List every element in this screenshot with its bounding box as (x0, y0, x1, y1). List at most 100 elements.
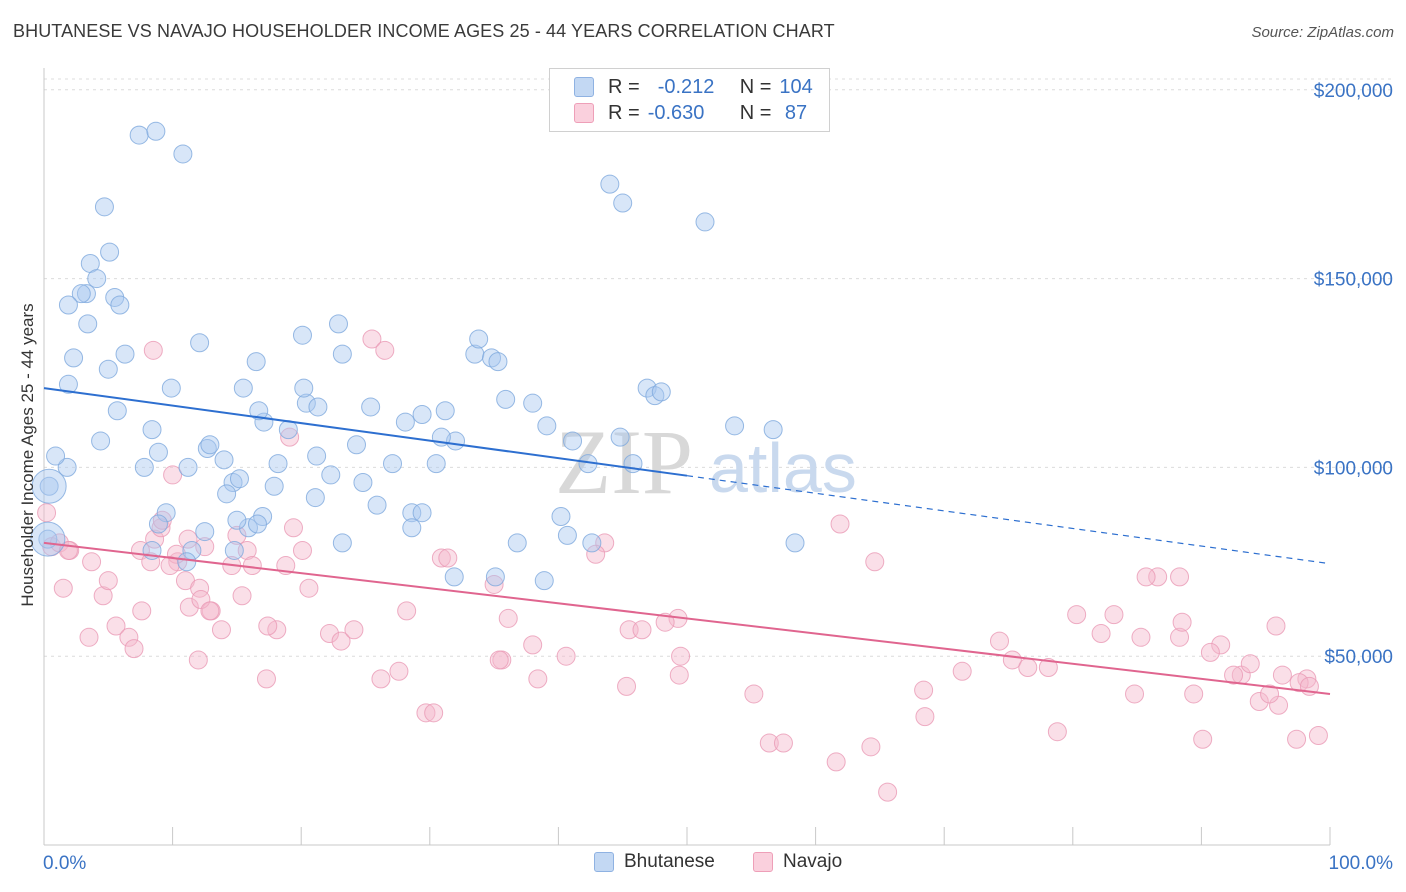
navajo-point (1136, 567, 1156, 587)
bhutanese-point (523, 393, 543, 413)
navajo-point (53, 578, 73, 598)
legend-row-navajo: R = -0.630 N = 87 (574, 101, 807, 125)
bottom-legend-label-navajo: Navajo (783, 851, 843, 872)
bhutanese-point (161, 378, 181, 398)
legend-n-label: N = (739, 101, 772, 124)
bhutanese-point (233, 378, 253, 398)
bhutanese-point (534, 571, 554, 591)
navajo-point (671, 646, 691, 666)
bhutanese-point (229, 469, 249, 489)
bhutanese-point (763, 420, 783, 440)
navajo-point (331, 631, 351, 651)
y-axis-label: Householder Income Ages 25 - 44 years (18, 303, 37, 607)
navajo-point (151, 518, 171, 538)
bhutanese-point (142, 420, 162, 440)
x-tick-label: 100.0% (1329, 853, 1394, 874)
bhutanese-point (305, 488, 325, 508)
bhutanese-point (268, 454, 288, 474)
navajo-point (617, 676, 637, 696)
navajo-point (523, 635, 543, 655)
bhutanese-point (402, 518, 422, 538)
grid-lines (44, 78, 1395, 657)
legend-n-value: 104 (779, 75, 813, 98)
bhutanese-point (173, 144, 193, 164)
navajo-point (489, 650, 509, 670)
navajo-point (1289, 673, 1309, 693)
bhutanese-point (58, 295, 78, 315)
legend-swatch-navajo (574, 103, 594, 123)
bhutanese-point (71, 284, 91, 304)
navajo-point (1104, 605, 1124, 625)
bhutanese-point (214, 450, 234, 470)
navajo-point (1184, 684, 1204, 704)
bhutanese-point (217, 484, 237, 504)
navajo-point (211, 620, 231, 640)
navajo-point (132, 601, 152, 621)
bhutanese-point (308, 397, 328, 417)
bhutanese-point (444, 567, 464, 587)
navajo-point (188, 650, 208, 670)
navajo-point (344, 620, 364, 640)
bhutanese-point (31, 468, 67, 504)
bhutanese-point (321, 465, 341, 485)
navajo-point (82, 552, 102, 572)
bhutanese-point (195, 522, 215, 542)
navajo-point (98, 571, 118, 591)
navajo-point (498, 608, 518, 628)
correlation-legend: R = -0.212 N = 104 R = -0.630 N = 87 (549, 68, 830, 132)
bhutanese-point (148, 442, 168, 462)
navajo-point (1091, 624, 1111, 644)
navajo-point (258, 616, 278, 636)
navajo-point (1266, 616, 1286, 636)
bhutanese-point (46, 446, 66, 466)
bhutanese-point (100, 242, 120, 262)
bhutanese-point (582, 533, 602, 553)
bhutanese-point (156, 503, 176, 523)
y-tick-label: $200,000 (1314, 81, 1393, 102)
bhutanese-point (64, 348, 84, 368)
legend-n-label: N = (739, 75, 772, 98)
bhutanese-point (353, 472, 373, 492)
navajo-point (163, 465, 183, 485)
legend-r-value: -0.630 (647, 101, 705, 124)
navajo-point (744, 684, 764, 704)
navajo-point (952, 661, 972, 681)
bhutanese-point (367, 495, 387, 515)
navajo-point (556, 646, 576, 666)
bhutanese-point (94, 197, 114, 217)
bhutanese-point (435, 401, 455, 421)
navajo-point (484, 574, 504, 594)
legend-n-value: 87 (779, 101, 808, 124)
bhutanese-point (328, 314, 348, 334)
navajo-point (1193, 729, 1213, 749)
navajo-point (632, 620, 652, 640)
bhutanese-point (537, 416, 557, 436)
navajo-trend-line (43, 541, 1331, 695)
bhutanese-point (613, 193, 633, 213)
navajo-point (878, 782, 898, 802)
bhutanese-point (507, 533, 527, 553)
y-tick-label: $50,000 (1324, 647, 1393, 668)
bhutanese-point (200, 435, 220, 455)
navajo-point (79, 627, 99, 647)
navajo-point (1211, 635, 1231, 655)
navajo-point (299, 578, 319, 598)
watermark-atlas: atlas (709, 429, 857, 507)
navajo-point (586, 544, 606, 564)
bhutanese-point (332, 344, 352, 364)
navajo-point (93, 586, 113, 606)
bhutanese-point (264, 476, 284, 496)
bhutanese-point (223, 472, 243, 492)
navajo-point (989, 631, 1009, 651)
navajo-point (179, 597, 199, 617)
bhutanese-point (488, 352, 508, 372)
bhutanese-point (307, 446, 327, 466)
bhutanese-point (469, 329, 489, 349)
navajo-point (1038, 658, 1058, 678)
bhutanese-point (725, 416, 745, 436)
bhutanese-point (296, 393, 316, 413)
trend-lines (43, 387, 1331, 695)
navajo-point (528, 669, 548, 689)
navajo-point (424, 703, 444, 723)
